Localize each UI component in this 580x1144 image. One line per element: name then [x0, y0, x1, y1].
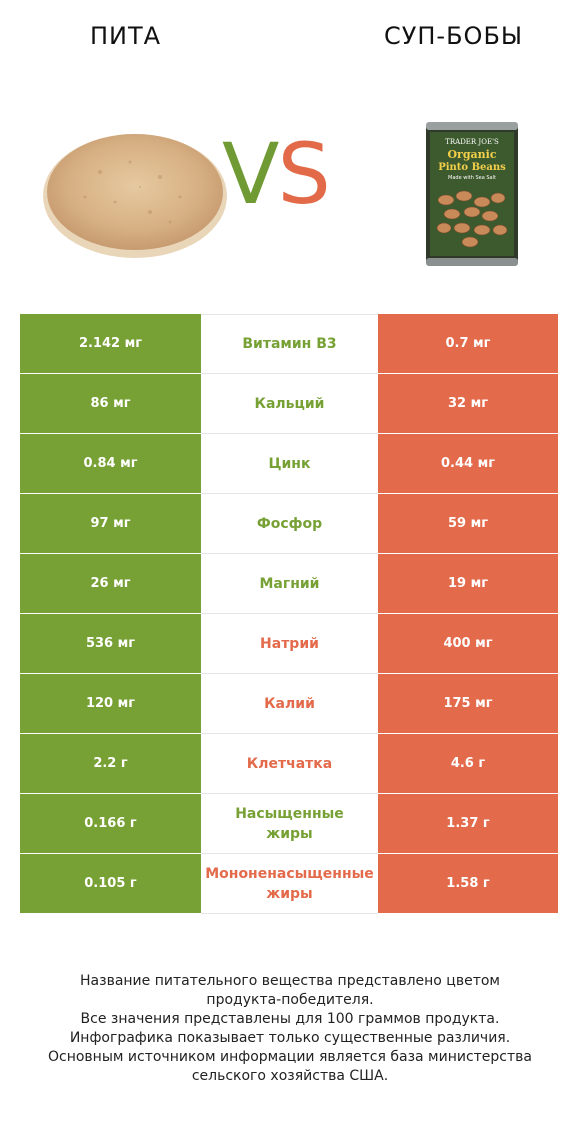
nutrient-name: Натрий: [201, 614, 378, 674]
left-value: 2.142 мг: [20, 314, 201, 374]
left-value: 0.84 мг: [20, 434, 201, 494]
right-product-title: СУП-БОБЫ: [384, 22, 524, 50]
footer-line: Название питательного вещества представл…: [80, 973, 500, 989]
can-label-line3: Made with Sea Salt: [448, 175, 496, 181]
table-row: 2.2 г Клетчатка 4.6 г: [20, 734, 558, 794]
footer-line: Инфографика показывает только существенн…: [69, 1030, 511, 1046]
right-value: 175 мг: [378, 674, 558, 734]
nutrient-name: Мононенасыщенные жиры: [201, 854, 378, 914]
footer-line: продукта-победителя.: [206, 992, 374, 1008]
left-value: 86 мг: [20, 374, 201, 434]
can-brand-text: TRADER JOE'S: [445, 138, 499, 146]
nutrient-name: Кальций: [201, 374, 378, 434]
nutrient-name: Клетчатка: [201, 734, 378, 794]
vs-s-letter: S: [277, 125, 330, 223]
vs-label: VS: [222, 132, 331, 216]
table-row: 0.105 г Мононенасыщенные жиры 1.58 г: [20, 854, 558, 914]
right-value: 0.7 мг: [378, 314, 558, 374]
table-row: 86 мг Кальций 32 мг: [20, 374, 558, 434]
left-value: 120 мг: [20, 674, 201, 734]
can-label-line2: Pinto Beans: [438, 162, 506, 173]
table-row: 97 мг Фосфор 59 мг: [20, 494, 558, 554]
left-value: 536 мг: [20, 614, 201, 674]
left-value: 97 мг: [20, 494, 201, 554]
table-row: 2.142 мг Витамин B3 0.7 мг: [20, 314, 558, 374]
nutrient-name: Калий: [201, 674, 378, 734]
vs-v-letter: V: [222, 125, 279, 223]
right-value: 1.58 г: [378, 854, 558, 914]
right-value: 59 мг: [378, 494, 558, 554]
table-row: 120 мг Калий 175 мг: [20, 674, 558, 734]
left-value: 0.105 г: [20, 854, 201, 914]
left-value: 2.2 г: [20, 734, 201, 794]
bean-can-image: TRADER JOE'S Organic Pinto Beans Made wi…: [426, 122, 518, 266]
right-value: 32 мг: [378, 374, 558, 434]
right-value: 1.37 г: [378, 794, 558, 854]
nutrient-name: Насыщенные жиры: [201, 794, 378, 854]
right-value: 19 мг: [378, 554, 558, 614]
table-row: 26 мг Магний 19 мг: [20, 554, 558, 614]
right-value: 4.6 г: [378, 734, 558, 794]
can-label-line1: Organic: [447, 148, 496, 161]
nutrient-name: Фосфор: [201, 494, 378, 554]
left-product-title: ПИТА: [90, 22, 162, 50]
table-row: 536 мг Натрий 400 мг: [20, 614, 558, 674]
footer-notes: Название питательного вещества представл…: [20, 972, 560, 1086]
nutrient-name: Цинк: [201, 434, 378, 494]
footer-line: сельского хозяйства США.: [191, 1068, 389, 1084]
footer-line: Все значения представлены для 100 граммо…: [80, 1011, 500, 1027]
pita-image: [43, 134, 227, 258]
comparison-table: 2.142 мг Витамин B3 0.7 мг 86 мг Кальций 32 м…: [20, 314, 558, 914]
right-value: 400 мг: [378, 614, 558, 674]
table-row: 0.84 мг Цинк 0.44 мг: [20, 434, 558, 494]
table-row: 0.166 г Насыщенные жиры 1.37 г: [20, 794, 558, 854]
left-value: 0.166 г: [20, 794, 201, 854]
nutrient-name: Витамин B3: [201, 314, 378, 374]
footer-line: Основным источником информации является …: [48, 1049, 532, 1065]
left-value: 26 мг: [20, 554, 201, 614]
right-value: 0.44 мг: [378, 434, 558, 494]
nutrient-name: Магний: [201, 554, 378, 614]
